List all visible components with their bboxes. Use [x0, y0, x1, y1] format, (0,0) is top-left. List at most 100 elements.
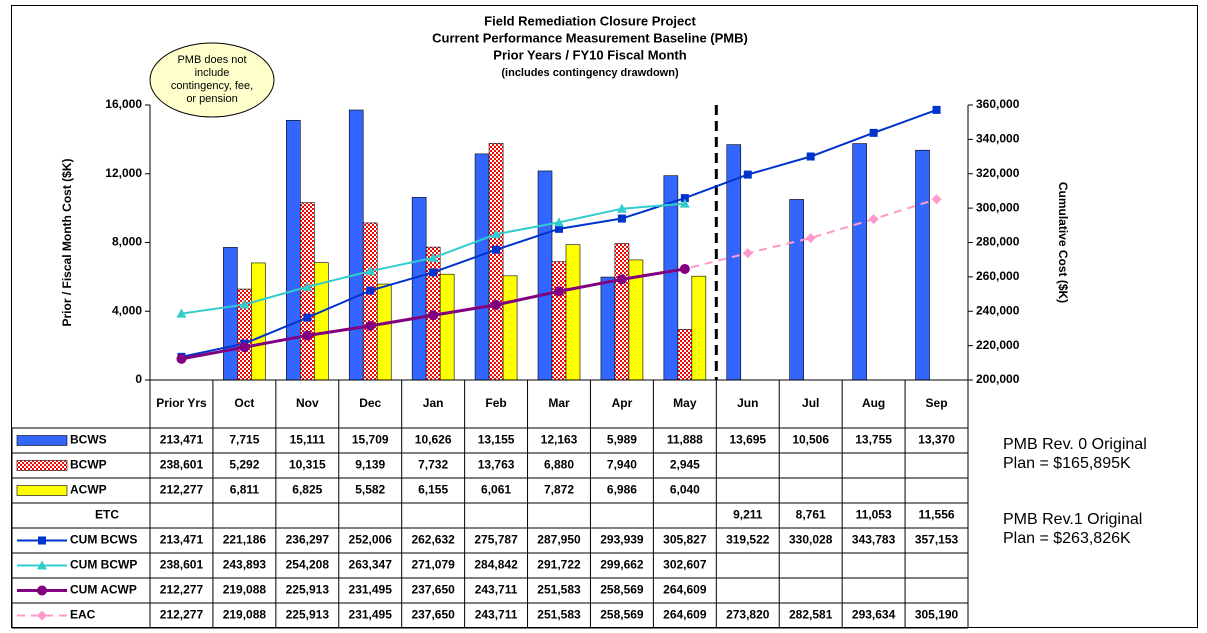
legend-label: CUM ACWP — [70, 583, 137, 597]
table-cell: 251,583 — [537, 608, 581, 622]
table-cell: 7,732 — [418, 458, 448, 472]
table-cell: 10,506 — [792, 433, 829, 447]
bar — [852, 143, 867, 381]
bar — [565, 244, 581, 381]
table-cell: 15,709 — [352, 433, 389, 447]
x-tick-label: Mar — [548, 396, 570, 410]
table-cell: 15,111 — [290, 433, 326, 447]
table-cell: 251,583 — [537, 583, 581, 597]
table-cell: 11,556 — [919, 508, 955, 522]
line-marker — [428, 252, 439, 262]
y-tick-label: 12,000 — [105, 166, 142, 180]
bar — [300, 202, 315, 381]
table-cell: 13,695 — [729, 433, 766, 447]
line-marker — [931, 194, 942, 205]
bar — [502, 275, 518, 381]
line-marker — [679, 263, 690, 274]
x-tick-label: Apr — [612, 396, 633, 410]
table-cell: 213,471 — [160, 433, 204, 447]
table-cell: 213,471 — [160, 533, 204, 547]
line-marker — [932, 105, 941, 114]
table-cell: 287,950 — [537, 533, 581, 547]
x-tick-label: Dec — [359, 396, 381, 410]
line-marker — [492, 245, 501, 254]
table-cell: 275,787 — [474, 533, 518, 547]
table-cell: 236,297 — [286, 533, 330, 547]
table-cell: 273,820 — [726, 608, 770, 622]
table-cell: 6,811 — [230, 483, 260, 497]
line-marker — [806, 152, 815, 161]
bar — [376, 283, 392, 381]
y-tick-label: 8,000 — [112, 235, 142, 249]
y2-axis-label: Cumulative Cost ($K) — [1056, 182, 1070, 303]
line-marker — [302, 281, 313, 291]
y2-tick-label: 340,000 — [976, 132, 1020, 146]
table-cell: 258,569 — [600, 608, 644, 622]
chart-title: Current Performance Measurement Baseline… — [432, 30, 748, 45]
bar — [474, 153, 490, 381]
bar — [439, 273, 455, 381]
table-cell: 231,495 — [349, 583, 393, 597]
line-marker — [679, 198, 690, 208]
table-cell: 305,827 — [663, 533, 707, 547]
table-cell: 6,825 — [292, 483, 322, 497]
y2-tick-label: 360,000 — [976, 97, 1020, 111]
callout-text: contingency, fee, — [171, 80, 253, 92]
y-tick-label: 4,000 — [112, 303, 142, 317]
bar — [223, 247, 238, 381]
x-tick-label: Jun — [737, 396, 758, 410]
bar — [663, 175, 679, 381]
table-cell: 9,139 — [355, 458, 385, 472]
line-marker — [491, 229, 502, 239]
table-cell: 8,761 — [796, 508, 826, 522]
y2-tick-label: 320,000 — [976, 166, 1020, 180]
line-marker — [742, 248, 753, 259]
table-cell: 264,609 — [663, 583, 707, 597]
legend-swatch — [16, 435, 68, 446]
bar — [915, 149, 930, 381]
table-cell: 221,186 — [223, 533, 267, 547]
table-cell: 357,153 — [915, 533, 959, 547]
x-tick-label: Feb — [485, 396, 506, 410]
line-marker — [554, 217, 564, 227]
legend-swatch — [16, 485, 68, 496]
table-cell: 231,495 — [349, 608, 393, 622]
y-tick-label: 0 — [135, 372, 142, 386]
table-cell: 238,601 — [160, 558, 204, 572]
table-cell: 13,370 — [918, 433, 955, 447]
line-marker — [366, 286, 375, 295]
table-cell: 263,347 — [349, 558, 393, 572]
note: PMB Rev.1 Original — [1003, 511, 1142, 528]
line-marker — [176, 353, 187, 364]
legend-swatch — [16, 460, 68, 471]
x-tick-label: Nov — [296, 396, 319, 410]
table-cell: 343,783 — [852, 533, 896, 547]
table-cell: 264,609 — [663, 608, 707, 622]
note: PMB Rev. 0 Original — [1003, 436, 1147, 453]
legend-label: ACWP — [70, 483, 107, 497]
line-marker — [176, 308, 187, 318]
legend-label: BCWS — [70, 433, 107, 447]
table-cell: 319,522 — [726, 533, 770, 547]
table-cell: 299,662 — [600, 558, 644, 572]
y2-tick-label: 260,000 — [976, 269, 1020, 283]
line-marker — [429, 268, 438, 277]
chart-title: Prior Years / FY10 Fiscal Month — [493, 47, 686, 62]
bar — [362, 222, 378, 381]
line-marker — [239, 299, 250, 309]
table-cell: 243,711 — [475, 608, 518, 622]
x-tick-label: May — [673, 396, 697, 410]
callout-text: or pension — [186, 93, 237, 105]
bar — [314, 262, 329, 381]
table-cell: 13,763 — [478, 458, 515, 472]
table-cell: 284,842 — [474, 558, 518, 572]
line-marker — [805, 233, 816, 244]
table-cell: 243,711 — [475, 583, 518, 597]
bar — [677, 329, 693, 381]
table-cell: 305,190 — [915, 608, 959, 622]
legend-label: EAC — [70, 608, 96, 622]
line-marker — [743, 170, 752, 179]
table-cell: 5,582 — [355, 483, 385, 497]
table-cell: 212,277 — [160, 608, 204, 622]
